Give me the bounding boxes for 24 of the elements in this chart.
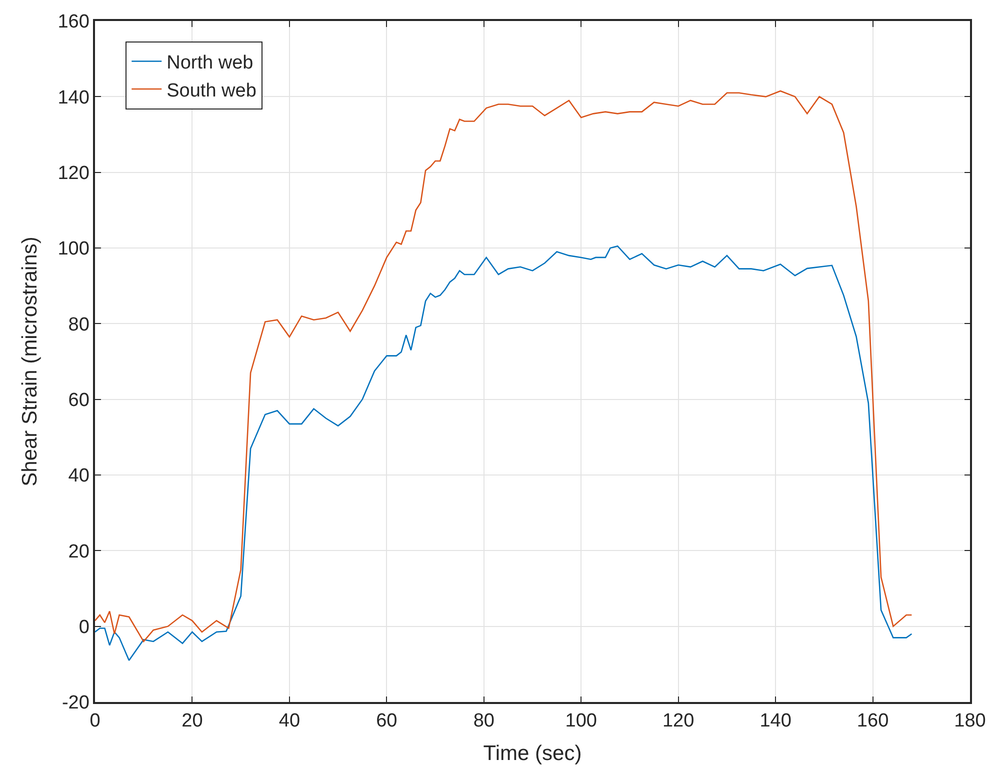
y-tick-label: 20 [68,541,90,562]
x-tick-label: 20 [182,710,203,732]
line-series [95,245,912,662]
x-tick-label: 80 [473,710,494,732]
y-tick-label: 120 [58,162,90,184]
legend-label: North web [166,52,254,74]
y-tick-label: 160 [58,12,90,33]
x-tick-label: 160 [856,710,889,732]
y-tick-label: 60 [68,390,90,411]
y-tick-label: -20 [62,692,90,714]
x-tick-label: 100 [565,710,597,732]
x-tick-label: 180 [954,710,986,732]
y-tick-label: 0 [78,616,90,638]
x-axis-title: Time (sec) [483,742,582,766]
y-tick-label: 140 [58,87,90,108]
x-tick-label: 140 [760,710,792,732]
x-tick-label: 120 [662,710,694,732]
y-tick-label: 40 [68,466,90,487]
y-axis-title: Shear Strain (microstrains) [18,236,42,486]
legend-label: South web [166,80,256,102]
y-tick-label: 100 [58,238,90,260]
x-tick-label: 60 [376,710,398,732]
y-tick-label: 80 [68,314,90,336]
x-tick-label: 40 [278,710,300,732]
